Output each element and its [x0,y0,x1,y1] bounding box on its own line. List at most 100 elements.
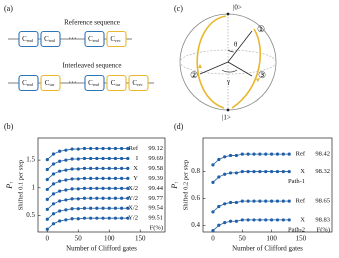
trajectory [196,15,227,109]
angle-arc [227,49,235,53]
data-point [107,146,111,151]
arrow-head [198,64,202,68]
data-point [120,216,124,220]
gate-label: Crnd [22,35,33,43]
data-point [64,178,68,182]
gate-label: Crnd [88,79,99,87]
gate-symbol: C [88,35,93,43]
data-point [64,188,68,192]
data-point [82,216,87,220]
data-point [58,179,62,183]
data-point [270,169,274,174]
data-point [264,218,268,222]
data-point [126,156,130,161]
data-point [76,147,80,151]
legend-name: Ref [296,198,306,205]
data-point [45,217,49,221]
data-point [51,162,56,166]
y-axis-note: Shifted 0.2 per step [182,160,189,211]
data-point [275,218,280,222]
data-point [217,204,221,209]
data-point [217,175,221,179]
gate-box [128,74,149,92]
state-label: |1> [222,114,231,122]
data-point [76,187,80,191]
data-point [234,171,239,175]
data-point [101,156,105,161]
data-point [107,156,111,161]
sequence-label: Reference sequence [64,19,120,27]
vector [227,61,253,77]
data-point [126,216,130,220]
data-point [82,146,87,151]
data-point [228,153,233,158]
data-point [107,186,111,190]
data-point [281,169,285,174]
data-point [101,176,105,180]
data-point [287,169,291,174]
gate-label: Crnd [44,35,55,43]
vector [199,61,229,75]
y-axis-label: P↑ [5,181,15,189]
data-point [211,210,215,214]
gate-label: Crec [132,79,142,87]
data-point [64,148,68,152]
gate-box [106,30,127,48]
data-point [246,169,250,174]
gate-symbol: C [44,35,49,43]
group-label: Path-1 [288,178,305,185]
gate-subscript: rec [115,38,121,43]
gate-symbol: C [110,35,115,43]
data-point [234,153,239,158]
y-axis-subscript: ↑ [10,181,15,184]
data-point [64,218,68,222]
data-point [223,155,227,159]
y-axis-subscript: ↑ [175,181,180,184]
ellipsis: ··· [69,78,77,87]
x-tick-label: 50 [75,235,83,243]
legend-fidelity: 99.69 [148,155,163,162]
vector [227,30,253,63]
gate-subscript: tar [115,82,120,87]
x-tick-label: 150 [296,235,307,243]
y-axis-symbol: P [170,184,179,190]
legend-fidelity: 98.83 [315,216,330,223]
data-point [76,217,80,221]
y-tick-label: 0.5 [26,211,35,219]
point-label: ② [190,70,198,80]
data-point [89,166,93,171]
data-point [64,198,68,202]
data-point [70,207,74,211]
data-point [113,176,118,180]
gate-symbol: C [132,79,137,87]
data-point [126,186,130,190]
state-label: |0> [233,4,242,12]
gate-subscript: rnd [93,38,100,43]
gate-box [40,74,61,92]
data-point [113,186,118,190]
y-tick-label: 1.5 [26,156,35,164]
data-point [211,229,215,233]
data-point [89,146,93,151]
sequence-label: Interleaved sequence [63,62,122,70]
data-point [287,199,291,203]
data-point [89,156,93,161]
data-point [101,206,105,210]
data-point [82,186,87,190]
y-tick-label: 0.8 [191,167,200,175]
data-point [120,146,124,151]
data-point [89,216,93,220]
y-axis-label: P↑ [170,181,180,189]
arrow-head [256,78,260,82]
gate-symbol: C [45,79,50,87]
gate-label: Ctar [45,79,55,87]
data-point [45,197,49,201]
gate-box [106,74,127,92]
fidelity-header: F(%) [317,226,330,233]
x-tick-label: 100 [266,235,277,243]
gate-subscript: tar [49,82,54,87]
gate-box [84,30,105,48]
angle-label: θ [234,41,238,49]
point-label: ③ [258,70,266,80]
